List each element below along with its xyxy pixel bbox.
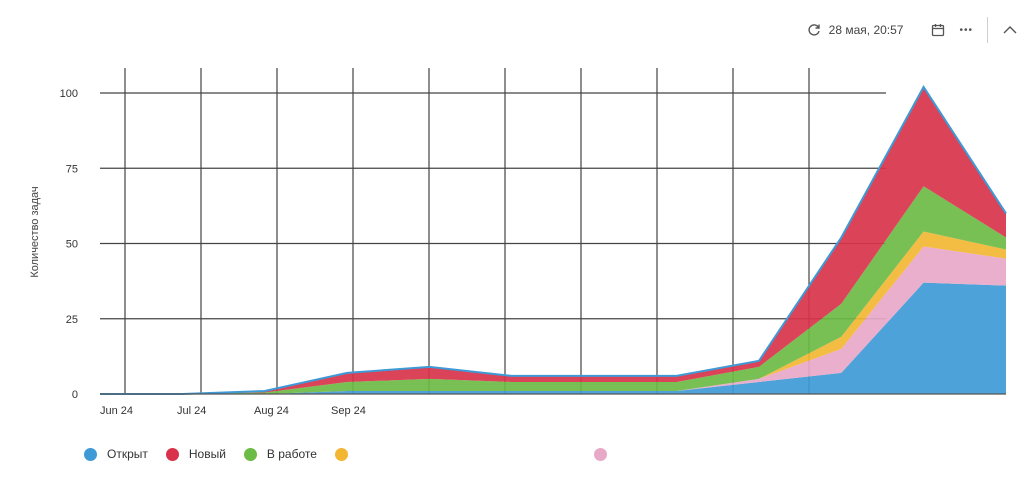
area-series-3: [100, 186, 1006, 394]
y-tick-label: 50: [66, 239, 78, 251]
legend-swatch: [593, 447, 607, 461]
refresh-control[interactable]: 28 мая, 20:57: [807, 23, 904, 37]
chart-toolbar: 28 мая, 20:57 •••: [807, 16, 1018, 44]
area-series-2: [100, 231, 1006, 394]
x-tick-label: Sep 24: [331, 405, 366, 417]
area-series-1: [100, 246, 1006, 394]
last-updated-label: 28 мая, 20:57: [828, 23, 904, 37]
stacked-area-chart: 0 25 50 75 100 Jun 24 Jul 24 Aug 24 Sep 24 Колич…: [29, 68, 1007, 417]
x-tick-label: Aug 24: [254, 405, 289, 417]
legend-swatch: [165, 447, 179, 461]
legend-label: Открыт: [107, 447, 148, 461]
y-tick-label: 100: [60, 88, 78, 100]
y-tick-label: 25: [66, 314, 78, 326]
axes: 0 25 50 75 100 Jun 24 Jul 24 Aug 24 Sep 24: [60, 88, 1006, 417]
legend-item[interactable]: [334, 447, 358, 461]
area-series-4: [100, 87, 1006, 394]
legend-item[interactable]: В работе: [243, 447, 317, 461]
area-series-0: [100, 282, 1006, 394]
area-series: [100, 85, 1007, 395]
more-icon[interactable]: •••: [959, 24, 973, 36]
legend-label: Новый: [188, 447, 226, 461]
collapse-icon[interactable]: [1002, 24, 1018, 36]
x-tick-label: Jul 24: [177, 405, 206, 417]
toolbar-divider: [987, 17, 988, 43]
y-tick-label: 0: [72, 389, 78, 401]
legend-item[interactable]: [593, 447, 617, 461]
legend-item[interactable]: Новый: [165, 447, 226, 461]
legend-label: В работе: [266, 447, 317, 461]
y-axis-title: Количество задач: [29, 186, 41, 277]
x-tick-label: Jun 24: [100, 405, 133, 417]
calendar-icon[interactable]: [931, 23, 945, 37]
legend: Открыт Новый В работе: [84, 444, 635, 464]
legend-swatch: [334, 447, 348, 461]
grid: [100, 68, 886, 394]
legend-swatch: [84, 447, 97, 461]
stack-top-line: [100, 85, 1007, 395]
y-tick-label: 75: [66, 163, 78, 175]
legend-swatch: [243, 447, 257, 461]
legend-item[interactable]: Открыт: [84, 447, 148, 461]
refresh-icon[interactable]: [807, 23, 821, 37]
